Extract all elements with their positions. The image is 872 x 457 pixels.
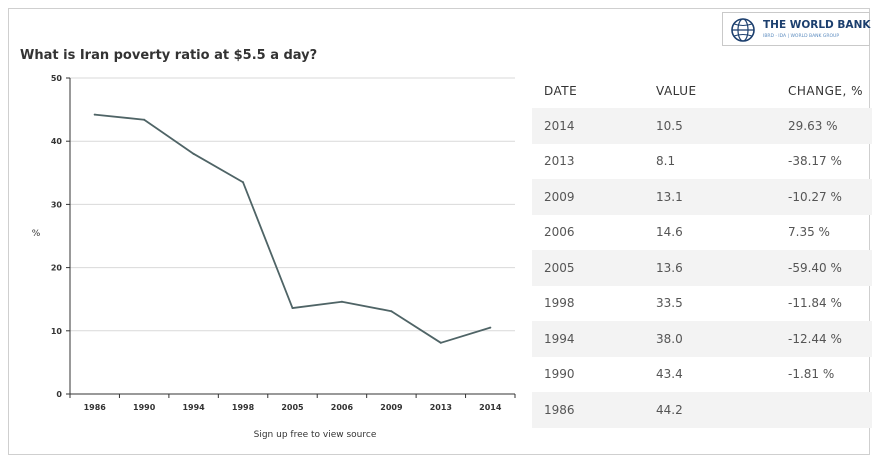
- x-tick-label: 2009: [380, 403, 403, 412]
- cell-change: -11.84 %: [788, 296, 842, 311]
- data-point: [93, 113, 96, 116]
- cell-change: -10.27 %: [776, 179, 872, 215]
- table-row: 1998 33.5 -11.84 %: [532, 286, 872, 322]
- table-row: 2005 13.6 -59.40 %: [532, 250, 872, 286]
- cell-value: 13.1: [644, 179, 776, 215]
- x-tick-label: 1990: [133, 403, 156, 412]
- data-point: [340, 300, 343, 303]
- source-link[interactable]: Sign up free to view source: [253, 430, 377, 440]
- cell-change: -1.81 %: [788, 367, 835, 382]
- data-table: DATE VALUE CHANGE, % 2014 10.5 29.63 % 2…: [532, 74, 872, 428]
- cell-date: 2009: [532, 179, 644, 215]
- world-bank-logo[interactable]: THE WORLD BANK IBRD · IDA | WORLD BANK G…: [722, 12, 871, 46]
- data-point: [242, 181, 245, 184]
- x-tick-label: 2006: [331, 403, 354, 412]
- cell-change: 29.63 %: [776, 108, 872, 144]
- table-row: 2006 14.6 7.35 %: [532, 215, 872, 251]
- cell-change: 7.35 %: [788, 225, 830, 240]
- cell-date: 1994: [532, 321, 644, 357]
- cell-change: -59.40 %: [776, 250, 872, 286]
- chart-panel: [8, 8, 870, 455]
- cell-date: 1998: [544, 296, 575, 311]
- data-point: [291, 307, 294, 310]
- cell-date: 1986: [532, 392, 644, 428]
- data-point: [143, 118, 146, 121]
- cell-value: 13.6: [644, 250, 776, 286]
- cell-date: 2005: [532, 250, 644, 286]
- x-tick-label: 1986: [84, 403, 107, 412]
- logo-text: THE WORLD BANK: [763, 19, 871, 31]
- data-point: [390, 310, 393, 313]
- data-point: [192, 152, 195, 155]
- y-tick-label: 20: [51, 264, 63, 273]
- cell-change: -12.44 %: [776, 321, 872, 357]
- cell-value: 43.4: [656, 367, 683, 382]
- cell-date: 2014: [532, 108, 644, 144]
- x-tick-label: 2005: [281, 403, 304, 412]
- cell-value: 44.2: [644, 392, 776, 428]
- cell-value: 33.5: [656, 296, 683, 311]
- line-chart: 0 10 20 30 40 50% 1986 1990 1994 1998 2005 2006 2009…: [32, 74, 516, 412]
- cell-change: -38.17 %: [788, 154, 842, 169]
- cell-date: 2013: [544, 154, 575, 169]
- x-tick-label: 2013: [430, 403, 452, 412]
- y-tick-label: 40: [51, 137, 63, 146]
- source-link-row: Sign up free to view source: [0, 430, 560, 440]
- cell-value: 8.1: [656, 154, 676, 169]
- data-point: [439, 341, 442, 344]
- x-tick-label: 2014: [479, 403, 502, 412]
- cell-value: 38.0: [644, 321, 776, 357]
- y-axis-label: %: [32, 229, 41, 239]
- globe-icon: [731, 18, 755, 42]
- logo-subtext: IBRD · IDA | WORLD BANK GROUP: [763, 34, 840, 39]
- table-row: 2014 10.5 29.63 %: [532, 108, 872, 144]
- y-tick-label: 30: [51, 200, 63, 209]
- cell-value: 14.6: [656, 225, 683, 240]
- header-change: CHANGE, %: [788, 84, 863, 98]
- table-row: 2013 8.1 -38.17 %: [532, 144, 872, 180]
- y-tick-label: 0: [56, 390, 62, 399]
- cell-date: 1990: [544, 367, 575, 382]
- table-row: 1994 38.0 -12.44 %: [532, 321, 872, 357]
- table-header-row: DATE VALUE CHANGE, %: [532, 74, 872, 108]
- x-tick-label: 1998: [232, 403, 255, 412]
- table-row: 1986 44.2: [532, 392, 872, 428]
- x-tick-label: 1994: [182, 403, 205, 412]
- chart-title: What is Iran poverty ratio at $5.5 a day…: [20, 48, 318, 63]
- table-row: 1990 43.4 -1.81 %: [532, 357, 872, 393]
- y-tick-label: 50: [51, 74, 63, 83]
- data-point: [489, 326, 492, 329]
- header-date: DATE: [544, 84, 578, 98]
- header-value: VALUE: [656, 84, 697, 98]
- table-row: 2009 13.1 -10.27 %: [532, 179, 872, 215]
- cell-date: 2006: [544, 225, 575, 240]
- cell-change: [776, 392, 872, 428]
- cell-value: 10.5: [644, 108, 776, 144]
- y-tick-label: 10: [51, 327, 63, 336]
